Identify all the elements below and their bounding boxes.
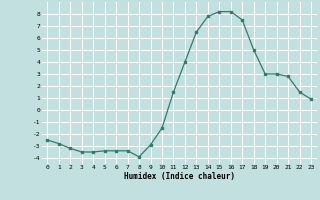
X-axis label: Humidex (Indice chaleur): Humidex (Indice chaleur) [124, 172, 235, 181]
